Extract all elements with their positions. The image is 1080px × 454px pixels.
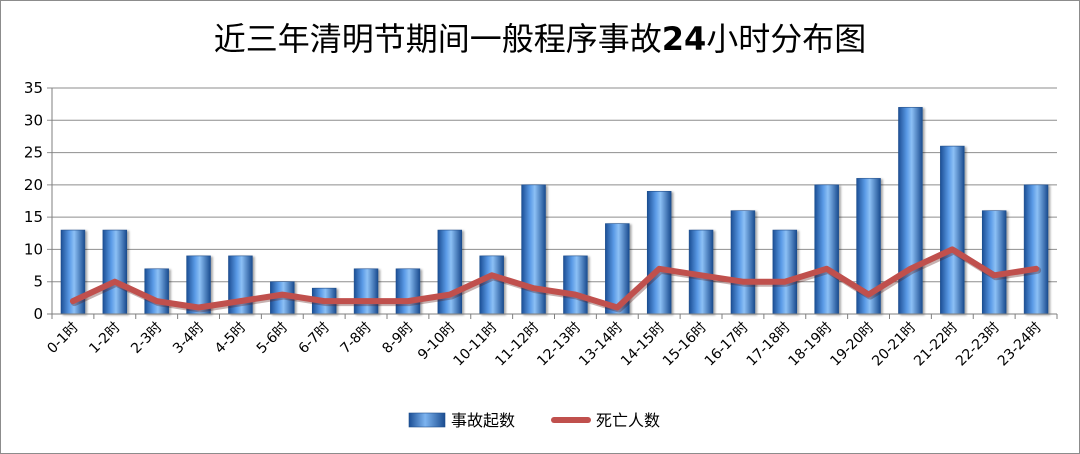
line-point-10: [491, 274, 493, 276]
x-tick-label: 20-21时: [869, 320, 919, 370]
line-point-20: [909, 268, 911, 270]
x-tick-labels: 0-1时 1-2时 2-3时 3-4时 4-5时 5-6时 6-7时 7-8时 8-9时9-10…: [44, 320, 1045, 370]
y-tick-label: 20: [24, 176, 43, 194]
bar-1: [102, 229, 128, 315]
x-tick-label: 22-23时: [953, 320, 1003, 370]
y-tick-label: 25: [24, 144, 43, 162]
x-tick-label: 15-16时: [660, 320, 710, 370]
title-part-1: 近三年清明节期间一般程序事故: [213, 20, 662, 58]
bar-12: [563, 255, 588, 315]
bar-series: [60, 107, 1049, 315]
line-point-19: [868, 294, 870, 296]
legend: 事故起数 死亡人数: [408, 411, 660, 430]
line-point-16: [742, 281, 744, 283]
line-point-12: [574, 294, 576, 296]
x-tick-label: 10-11时: [451, 320, 501, 370]
line-point-5: [281, 294, 283, 296]
x-tick-label: 12-13时: [534, 320, 584, 370]
line-point-23: [1035, 268, 1037, 270]
bar-8: [395, 268, 421, 315]
line-point-15: [700, 274, 702, 276]
y-tick-label: 10: [24, 240, 43, 258]
line-point-2: [156, 300, 158, 302]
x-tick-label: 14-15时: [618, 320, 668, 370]
y-tick-label: 0: [33, 305, 43, 323]
x-tick-label: 19-20时: [827, 320, 877, 370]
bar-20: [898, 107, 923, 315]
bar-9: [437, 229, 463, 315]
line-point-17: [784, 281, 786, 283]
bar-17: [772, 229, 798, 315]
bar-16: [730, 210, 756, 315]
line-point-14: [658, 268, 660, 270]
line-point-7: [365, 300, 367, 302]
line-point-3: [198, 307, 200, 309]
y-tick-label: 15: [24, 208, 43, 226]
line-point-21: [951, 248, 953, 250]
x-tick-label: 3-4时: [170, 320, 207, 357]
legend-label-accidents: 事故起数: [451, 411, 515, 430]
title-part-2: 24: [661, 20, 707, 58]
line-point-13: [616, 307, 618, 309]
bar-23: [1023, 184, 1049, 315]
x-tick-label: 1-2时: [86, 320, 123, 357]
line-point-18: [826, 268, 828, 270]
x-tick-label: 11-12时: [492, 320, 542, 370]
chart-title: 近三年清明节期间一般程序事故24小时分布图: [0, 14, 1080, 60]
y-tick-label: 30: [24, 111, 43, 129]
legend-bar-swatch: [408, 412, 446, 428]
x-tick-label: 13-14时: [576, 320, 626, 370]
x-tick-label: 23-24时: [995, 320, 1045, 370]
line-point-8: [407, 300, 409, 302]
line-point-6: [323, 300, 325, 302]
bar-2: [144, 268, 169, 315]
x-tick-label: 7-8时: [338, 320, 375, 357]
bar-22: [981, 210, 1007, 315]
bar-14: [646, 191, 672, 315]
bar-18: [814, 184, 839, 315]
y-tick-label: 5: [33, 273, 43, 291]
x-tick-label: 0-1时: [44, 320, 81, 357]
line-point-9: [449, 294, 451, 296]
y-tick-label: 35: [24, 79, 43, 97]
x-tick-label: 5-6时: [254, 320, 291, 357]
y-tick-labels: 0 5 10 15 20 25 30 35: [24, 79, 43, 323]
line-death-count: [69, 246, 1040, 311]
line-point-11: [533, 287, 535, 289]
x-tick-label: 2-3时: [128, 320, 165, 357]
line-point-22: [993, 274, 995, 276]
x-tick-label: 21-22时: [911, 320, 961, 370]
x-tick-label: 8-9时: [379, 320, 416, 357]
x-tick-label: 16-17时: [702, 320, 752, 370]
line-point-0: [72, 300, 74, 302]
x-tick-label: 18-19时: [786, 320, 836, 370]
x-tick-label: 17-18时: [744, 320, 794, 370]
line-point-1: [114, 281, 116, 283]
legend-label-deaths: 死亡人数: [596, 411, 660, 430]
title-part-3: 小时分布图: [706, 20, 867, 58]
axes: [51, 88, 1058, 319]
bar-11: [521, 184, 546, 315]
bar-7: [353, 268, 379, 315]
x-tick-label: 4-5时: [212, 320, 249, 357]
line-point-4: [239, 300, 241, 302]
line-series: [69, 246, 1042, 313]
bar-21: [940, 145, 965, 315]
x-tick-label: 6-7时: [296, 320, 333, 357]
